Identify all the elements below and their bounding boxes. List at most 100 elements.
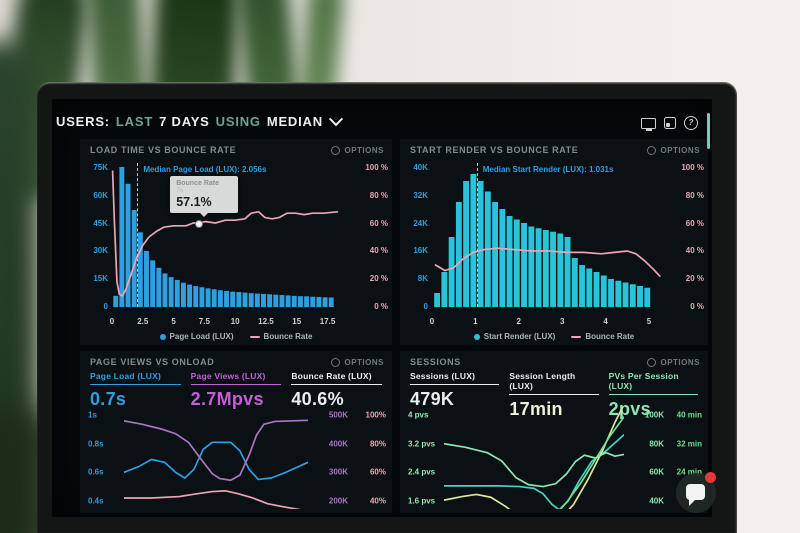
options-label: OPTIONS	[344, 357, 384, 367]
y-axis-left: 1s 0.8s 0.6s 0.4s	[88, 407, 118, 509]
histogram-bar	[542, 230, 549, 307]
histogram-bar	[254, 293, 260, 307]
histogram-bar	[248, 293, 254, 307]
start-render-histogram	[432, 174, 662, 307]
line-series-Page Load (LUX)	[124, 442, 308, 479]
axis-tick-label: 2.4 pvs	[408, 467, 436, 477]
options-button[interactable]: OPTIONS	[647, 357, 700, 367]
header-median-label: MEDIAN	[266, 114, 323, 129]
options-button[interactable]: OPTIONS	[647, 145, 700, 155]
histogram-bar	[211, 289, 217, 307]
axis-tick-label: 8K	[417, 274, 428, 284]
x-axis-tick-label: 2	[516, 317, 522, 326]
chart-plot-area[interactable]: Median Start Render (LUX): 1.031s	[432, 163, 662, 307]
axis-tick-label: 32 min	[676, 439, 702, 449]
metric-label: Page Load (LUX)	[90, 371, 181, 385]
histogram-bar	[224, 290, 229, 307]
histogram-bar	[205, 288, 211, 307]
histogram-bar	[637, 286, 643, 307]
line-series-mint-line	[444, 444, 624, 487]
chat-widget-button[interactable]	[676, 472, 716, 513]
panel-title: PAGE VIEWS VS ONLOAD	[90, 357, 215, 367]
help-icon[interactable]: ?	[684, 116, 698, 130]
y-axis-right-secondary: 100% 80% 60% 40%	[354, 407, 386, 509]
histogram-bar	[586, 268, 593, 307]
histogram-bar	[644, 287, 651, 307]
histogram-bar	[193, 286, 199, 307]
bounce-rate-line	[435, 248, 659, 276]
histogram-bar	[571, 258, 578, 307]
axis-tick-label: 0	[103, 301, 108, 311]
chevron-down-icon	[328, 111, 343, 126]
load-time-histogram	[112, 167, 346, 307]
histogram-bar	[267, 294, 273, 307]
histogram-bar	[187, 284, 193, 307]
axis-tick-label: 20 %	[369, 274, 388, 284]
line-series-green-line	[552, 417, 624, 509]
histogram-bar	[150, 260, 156, 307]
metric-value: 17min	[509, 399, 563, 419]
users-range-dropdown[interactable]: USERS: LAST 7 DAYS USING MEDIAN	[56, 111, 343, 129]
legend-dot-icon	[159, 333, 166, 340]
chart-plot-area[interactable]: Median Page Load (LUX): 2.056s Bounce Ra…	[112, 163, 346, 307]
devices-icon[interactable]	[664, 117, 676, 129]
panel-title: START RENDER VS BOUNCE RATE	[410, 145, 579, 155]
axis-tick-label: 16K	[413, 246, 428, 256]
histogram-bar	[119, 167, 125, 307]
chart-plot-area[interactable]	[444, 407, 624, 509]
axis-tick-label: 40 %	[685, 246, 704, 256]
display-icon[interactable]	[641, 117, 656, 131]
options-button[interactable]: OPTIONS	[331, 145, 384, 155]
histogram-bar	[455, 202, 462, 307]
metric-value: 2.7Mpvs	[190, 389, 264, 409]
axis-tick-label: 40K	[649, 496, 664, 506]
chart-legend: Page Load (LUX) Bounce Rate	[80, 332, 392, 341]
histogram-bar	[310, 296, 316, 307]
options-label: OPTIONS	[660, 357, 700, 367]
histogram-bar	[273, 294, 279, 307]
x-axis-tick-label: 12.5	[258, 317, 274, 326]
legend-label: Page Load (LUX)	[169, 332, 234, 341]
x-axis-tick-label: 5	[171, 317, 176, 326]
histogram-bar	[608, 279, 614, 307]
panel-start-render-vs-bounce-rate: START RENDER VS BOUNCE RATE OPTIONS 40K 3…	[400, 139, 708, 345]
histogram-bar	[506, 216, 513, 307]
line-chart: 4 pvs 3.2 pvs 2.4 pvs 1.6 pvs 100K 80K 60K 40K…	[400, 407, 708, 509]
x-axis: 0 1 2 3 4 5	[430, 317, 662, 327]
options-button[interactable]: OPTIONS	[331, 357, 384, 367]
y-axis-left: 75K 60K 45K 30K 15K 0	[84, 163, 108, 311]
metric-value: 40.6%	[291, 389, 344, 409]
tooltip-value: 57.1%	[176, 195, 212, 209]
histogram-bar	[322, 297, 328, 307]
histogram-bar	[477, 181, 484, 307]
options-gear-icon	[647, 145, 657, 155]
axis-tick-label: 100%	[365, 410, 386, 420]
panel-page-views-vs-onload: PAGE VIEWS VS ONLOAD OPTIONS Page Load (…	[80, 351, 392, 513]
histogram-bar	[230, 291, 236, 307]
panel-grid: LOAD TIME VS BOUNCE RATE OPTIONS 75K 60K 4…	[80, 139, 708, 513]
axis-tick-label: 40%	[369, 496, 386, 506]
panel-title: SESSIONS	[410, 357, 461, 367]
panel-load-time-vs-bounce-rate: LOAD TIME VS BOUNCE RATE OPTIONS 75K 60K 4…	[80, 139, 392, 345]
histogram-bar	[492, 202, 499, 307]
axis-tick-label: 100 %	[681, 163, 704, 172]
axis-tick-label: 80 %	[369, 190, 388, 200]
chart-plot-area[interactable]	[124, 407, 308, 509]
metric-value: 479K	[410, 389, 455, 409]
axis-tick-label: 60 %	[369, 218, 388, 228]
x-axis-tick-label: 3	[559, 317, 565, 326]
y-axis-right: 100 % 80 % 60 % 40 % 20 % 0 %	[350, 163, 388, 311]
line-series-Bounce Rate (LUX)	[124, 491, 308, 509]
axis-tick-label: 0.4s	[88, 496, 104, 506]
axis-tick-label: 3.2 pvs	[408, 439, 436, 449]
histogram-bar	[434, 293, 441, 307]
panel-sessions: SESSIONS OPTIONS Sessions (LUX) 479K Ses…	[400, 351, 708, 513]
panel-title: LOAD TIME VS BOUNCE RATE	[90, 145, 237, 155]
histogram-bar	[304, 296, 310, 307]
histogram-bar	[550, 231, 556, 307]
tooltip-series-label: Bounce Rate	[176, 180, 219, 187]
legend-dot-icon	[473, 333, 480, 340]
histogram-bar	[579, 265, 585, 307]
scrollbar[interactable]	[707, 113, 710, 149]
legend-label: Bounce Rate	[263, 332, 313, 341]
